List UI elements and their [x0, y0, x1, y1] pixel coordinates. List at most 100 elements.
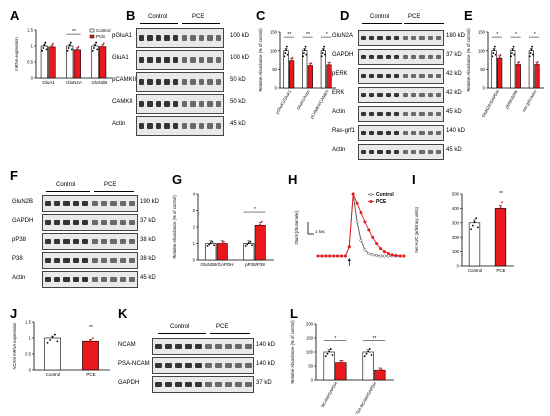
data-point	[87, 342, 89, 344]
blot-band	[82, 239, 89, 244]
significance-label: **	[287, 32, 291, 38]
blot-band	[360, 35, 366, 41]
data-point	[518, 61, 520, 63]
data-point	[326, 67, 329, 70]
blot-band	[138, 123, 145, 129]
blot-band	[234, 382, 242, 387]
blot-band	[110, 258, 117, 263]
legend-label: Control	[376, 192, 394, 198]
blot-band	[215, 79, 222, 85]
x-tick-label: GluN2B	[91, 80, 107, 85]
data-point	[95, 41, 98, 44]
blot-band	[427, 111, 434, 117]
data-point	[91, 49, 94, 52]
data-point	[363, 248, 367, 252]
blot-f-control-label: Control	[56, 182, 76, 188]
blot-band	[100, 220, 108, 225]
blot-band	[419, 130, 425, 136]
blot-d-kd-label: 42 kD	[446, 71, 462, 77]
data-point	[84, 344, 87, 347]
blot-band	[164, 382, 172, 387]
blot-band	[155, 35, 162, 41]
blot-band	[360, 111, 366, 117]
blot-band	[184, 382, 192, 387]
blot-band	[154, 344, 162, 349]
blot-d-row-label: pERK	[332, 71, 348, 77]
blot-band	[164, 57, 170, 63]
y-tick-label: 0	[457, 264, 460, 269]
data-point	[323, 45, 326, 48]
panel-letter-l: L	[290, 306, 298, 321]
blot-d-strip	[358, 30, 444, 46]
data-point	[328, 61, 331, 64]
data-point	[530, 48, 533, 51]
blot-band	[164, 101, 170, 107]
blot-band	[436, 111, 442, 117]
data-point	[510, 55, 512, 58]
blot-k-control-line	[158, 333, 206, 334]
x-tick-label: GluN2A	[66, 80, 82, 85]
x-tick-label: GluA1/Actin	[295, 88, 311, 110]
blot-b-row-label: GluA1	[112, 55, 129, 61]
blot-d-strip	[358, 68, 444, 84]
blot-band	[244, 363, 252, 368]
data-point	[531, 45, 534, 48]
significance-label: *	[326, 32, 328, 38]
y-tick-label: 100	[452, 249, 460, 254]
blot-band	[44, 258, 51, 263]
data-point	[94, 343, 97, 346]
significance-label: *	[496, 32, 498, 38]
blot-band	[164, 123, 170, 129]
blot-band	[410, 54, 417, 60]
blot-band	[402, 92, 408, 98]
blot-d-strip	[358, 87, 444, 103]
blot-k-strip	[152, 376, 254, 393]
data-point	[70, 48, 73, 51]
blot-band	[138, 79, 145, 85]
data-point	[529, 52, 532, 54]
blot-k-pce-label: PCE	[216, 324, 229, 330]
blot-band	[419, 73, 425, 79]
x-tick-label: ras-grf1/actin	[521, 88, 538, 112]
data-point	[536, 61, 539, 63]
blot-k-row-label: GAPDH	[118, 379, 140, 386]
blot-band	[394, 35, 400, 41]
blot-band	[181, 57, 188, 63]
data-point	[283, 55, 286, 58]
data-point	[493, 48, 495, 51]
data-point	[328, 350, 331, 353]
blot-band	[172, 35, 179, 41]
blot-band	[72, 239, 80, 244]
legend-label: Control	[96, 28, 111, 33]
data-point	[308, 66, 311, 68]
blot-band	[204, 344, 212, 349]
blot-k-kd-label: 37 kD	[256, 379, 272, 386]
blot-band	[377, 130, 383, 136]
y-tick-label: 300	[452, 220, 460, 225]
blot-band	[198, 57, 205, 63]
blot-band	[385, 54, 392, 60]
data-point	[291, 56, 294, 59]
blot-band	[436, 35, 442, 41]
data-point	[492, 52, 495, 54]
data-point	[309, 64, 312, 67]
data-point	[341, 359, 344, 362]
blot-band	[377, 149, 383, 155]
blot-band	[119, 201, 127, 206]
data-point	[259, 223, 262, 226]
data-point	[48, 50, 51, 53]
data-point	[310, 62, 312, 65]
blot-f-kd-label: 38 kD	[140, 255, 156, 262]
blot-b-row-label: Actin	[112, 121, 126, 127]
blot-band	[360, 130, 366, 136]
data-point	[213, 244, 215, 247]
blot-band	[194, 363, 202, 368]
data-point	[338, 362, 341, 365]
blot-band	[198, 123, 205, 129]
data-point	[289, 61, 292, 64]
y-tick-label: 400	[452, 206, 460, 211]
data-point	[473, 220, 476, 223]
blot-band	[154, 382, 162, 387]
blot-b-strip	[136, 28, 224, 48]
data-point	[501, 201, 504, 204]
